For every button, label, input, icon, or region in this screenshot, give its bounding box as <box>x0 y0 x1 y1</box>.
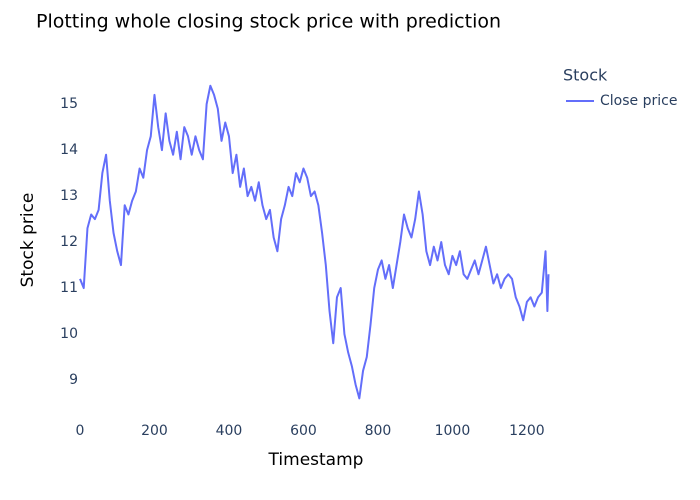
y-tick-label: 10 <box>60 326 78 342</box>
x-tick-label: 1200 <box>509 423 545 439</box>
line-series <box>79 84 550 400</box>
y-tick-label: 12 <box>60 234 78 250</box>
x-tick-label: 400 <box>216 423 243 439</box>
legend-label: Close price <box>600 93 677 109</box>
y-tick-label: 14 <box>60 142 78 158</box>
y-tick-label: 13 <box>60 188 78 204</box>
x-tick-label: 0 <box>76 423 85 439</box>
x-tick-label: 200 <box>141 423 168 439</box>
chart-title: Plotting whole closing stock price with … <box>36 11 501 33</box>
y-tick-label: 11 <box>60 280 78 296</box>
x-tick-label: 1000 <box>435 423 471 439</box>
y-axis-title: Stock price <box>18 193 38 288</box>
x-tick-label: 800 <box>365 423 392 439</box>
x-axis-title: Timestamp <box>268 450 364 470</box>
y-tick-label: 15 <box>60 96 78 112</box>
x-tick-label: 600 <box>290 423 317 439</box>
y-tick-label: 9 <box>69 372 78 388</box>
legend-title: Stock <box>563 66 608 85</box>
